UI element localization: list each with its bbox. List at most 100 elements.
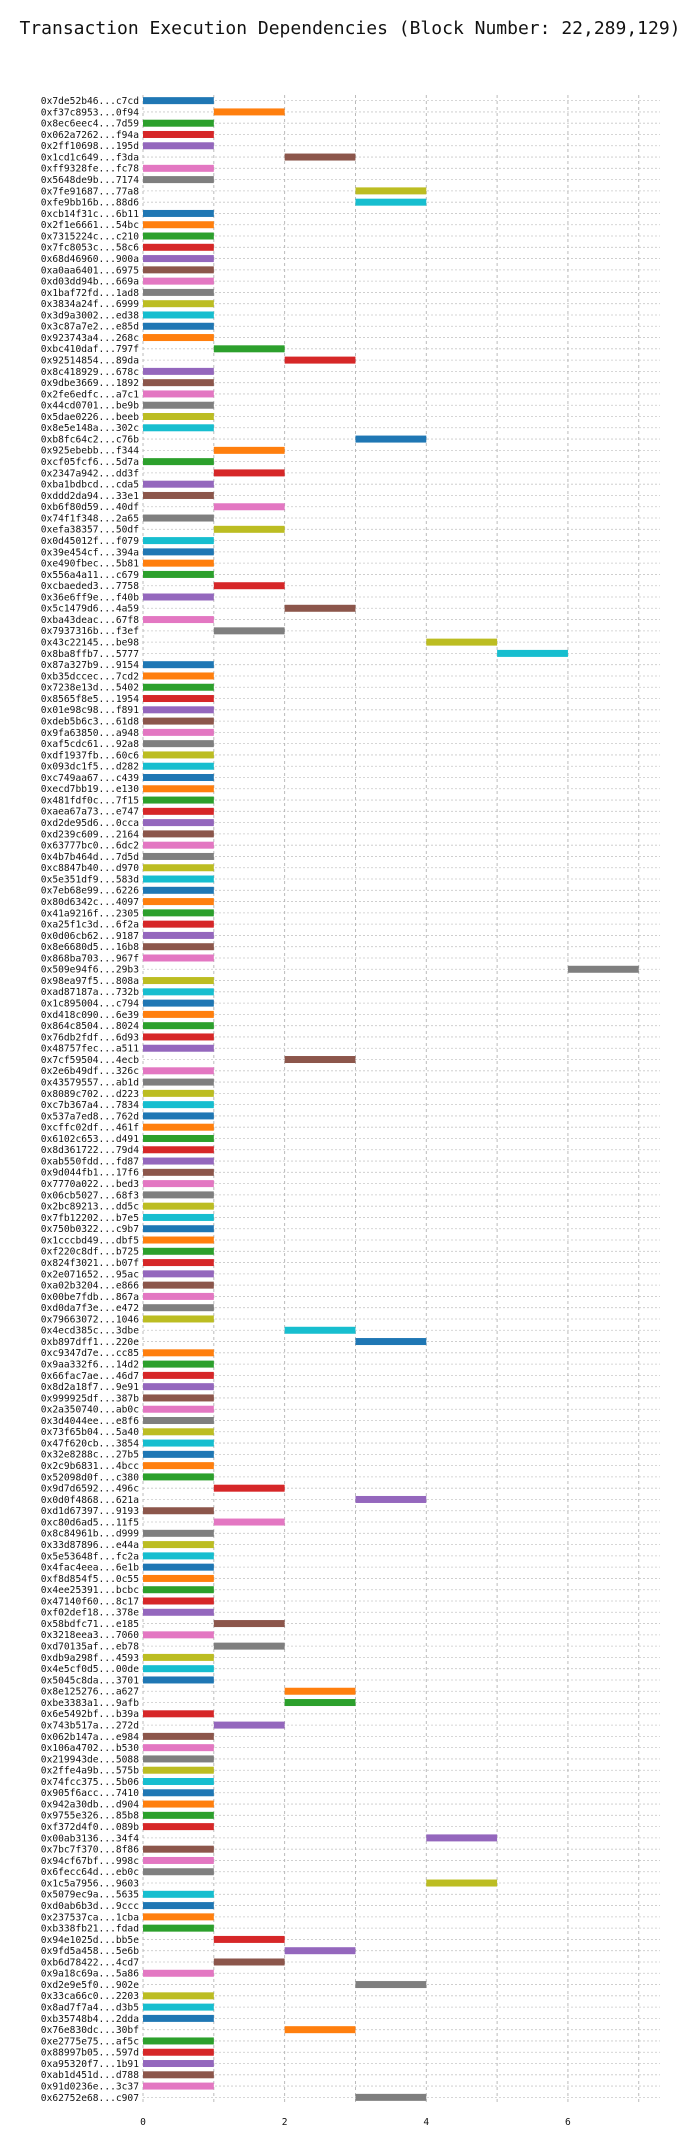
- transaction-bar: [143, 1665, 214, 1673]
- tx-hash-label: 0x2ffe4a9b...575b: [41, 1766, 139, 1777]
- tx-hash-label: 0x6102c653...d491: [41, 1134, 139, 1145]
- tx-hash-label: 0x4fac4eea...6e1b: [41, 1563, 139, 1574]
- transaction-bar: [143, 1789, 214, 1797]
- tx-hash-label: 0x58bdfc71...e185: [41, 1619, 139, 1630]
- tx-hash-label: 0x63777bc0...6dc2: [41, 841, 139, 852]
- transaction-bar: [143, 1541, 214, 1549]
- tx-hash-label: 0x7de52b46...c7cd: [41, 96, 139, 107]
- transaction-bar: [143, 864, 214, 872]
- x-tick-label: 0: [140, 2117, 146, 2128]
- transaction-bar: [143, 1191, 214, 1199]
- transaction-bar: [143, 1969, 214, 1977]
- transaction-bar: [143, 1676, 214, 1684]
- transaction-bar: [143, 661, 214, 669]
- transaction-bar: [143, 762, 214, 770]
- transaction-bar: [143, 288, 214, 296]
- tx-hash-label: 0xaea67a73...e747: [41, 807, 139, 818]
- tx-hash-label: 0x864c8504...8024: [41, 1021, 139, 1032]
- tx-hash-label: 0x5dae0226...beeb: [41, 412, 139, 423]
- tx-hash-label: 0xe2775e75...af5c: [41, 2036, 139, 2047]
- tx-hash-label: 0xe490fbec...5b81: [41, 559, 139, 570]
- tx-hash-label: 0x905f6acc...7410: [41, 1788, 139, 1799]
- tx-hash-label: 0x2bc89213...dd5c: [41, 1202, 139, 1213]
- tx-hash-label: 0x7fc8053c...58c6: [41, 243, 139, 254]
- transaction-bar: [143, 221, 214, 229]
- tx-hash-label: 0x5e53648f...fc2a: [41, 1551, 139, 1562]
- tx-hash-label: 0x9d7d6592...496c: [41, 1484, 139, 1495]
- transaction-bar: [143, 875, 214, 883]
- tx-hash-label: 0x062a7262...f94a: [41, 130, 139, 141]
- transaction-bar: [143, 277, 214, 285]
- transaction-bar: [143, 1180, 214, 1188]
- tx-hash-label: 0xbc410daf...797f: [41, 344, 139, 355]
- tx-hash-label: 0x2fe6edfc...a7c1: [41, 389, 139, 400]
- tx-hash-label: 0x7937316b...f3ef: [41, 626, 139, 637]
- transaction-bar: [143, 1033, 214, 1041]
- transaction-bar: [143, 1022, 214, 1030]
- tx-hash-label: 0xd2e9e5f0...902e: [41, 1980, 139, 1991]
- transaction-bar: [143, 1755, 214, 1763]
- transaction-bar: [143, 1383, 214, 1391]
- tx-hash-label: 0x52098d0f...c380: [41, 1472, 139, 1483]
- transaction-bar: [143, 1157, 214, 1165]
- tx-hash-label: 0x7238e13d...5402: [41, 683, 139, 694]
- labels-layer: 0x7de52b46...c7cd0xf37c8953...0f940x8ec6…: [41, 96, 139, 2104]
- tx-hash-label: 0x33d87896...e44a: [41, 1540, 139, 1551]
- tx-hash-label: 0x91d0236e...3c37: [41, 2081, 139, 2092]
- tx-hash-label: 0x824f3021...b07f: [41, 1258, 139, 1269]
- tx-hash-label: 0xa02b3204...e866: [41, 1281, 139, 1292]
- tx-hash-label: 0xfe9bb16b...88d6: [41, 198, 139, 209]
- transaction-bar: [213, 469, 285, 477]
- transaction-bar: [143, 1123, 214, 1131]
- tx-hash-label: 0x4b7b464d...7d5d: [41, 852, 139, 863]
- transaction-bar: [143, 740, 214, 748]
- transaction-bar: [213, 1518, 285, 1526]
- tx-hash-label: 0xcffc02df...461f: [41, 1123, 139, 1134]
- tx-hash-label: 0xddd2da94...33e1: [41, 491, 139, 502]
- tx-hash-label: 0x79663072...1046: [41, 1314, 139, 1325]
- transaction-bar: [355, 198, 427, 206]
- tx-hash-label: 0x923743a4...268c: [41, 333, 139, 344]
- tx-hash-label: 0x537a7ed8...762d: [41, 1111, 139, 1122]
- tx-hash-label: 0xb35748b4...2dda: [41, 2014, 139, 2025]
- transaction-bar: [355, 435, 427, 443]
- transaction-bar: [143, 1732, 214, 1740]
- transaction-bar: [426, 638, 498, 646]
- transaction-bar: [213, 1721, 285, 1729]
- transaction-bar: [143, 943, 214, 951]
- tx-hash-label: 0x2347a942...dd3f: [41, 468, 139, 479]
- transaction-bar: [143, 931, 214, 939]
- tx-hash-label: 0x9fd5a458...5e6b: [41, 1946, 139, 1957]
- tx-hash-label: 0x9aa332f6...14d2: [41, 1360, 139, 1371]
- transaction-bar: [143, 1856, 214, 1864]
- transaction-bar: [143, 1473, 214, 1481]
- tx-hash-label: 0xc7b367a4...7834: [41, 1100, 139, 1111]
- transaction-bar: [143, 1811, 214, 1819]
- tx-hash-label: 0x7fe91687...77a8: [41, 186, 139, 197]
- transaction-bar: [143, 130, 214, 138]
- tx-hash-label: 0xf220c8df...b725: [41, 1247, 139, 1258]
- tx-hash-label: 0x92514854...89da: [41, 356, 139, 367]
- tx-hash-label: 0xf02def18...378e: [41, 1608, 139, 1619]
- transaction-bar: [355, 1495, 427, 1503]
- transaction-bar: [143, 97, 214, 105]
- tx-hash-label: 0x2e071652...95ac: [41, 1269, 139, 1280]
- tx-hash-label: 0xdf1937fb...60c6: [41, 750, 139, 761]
- tx-hash-label: 0x093dc1f5...d282: [41, 762, 139, 773]
- transaction-bar: [143, 1247, 214, 1255]
- tx-hash-label: 0x4e5cf0d5...00de: [41, 1664, 139, 1675]
- transaction-bar: [143, 695, 214, 703]
- transaction-bar: [143, 537, 214, 545]
- transaction-bar: [143, 1563, 214, 1571]
- transaction-bar: [143, 1428, 214, 1436]
- transaction-bar: [143, 593, 214, 601]
- tx-hash-label: 0x1c5a7956...9603: [41, 1878, 139, 1889]
- tx-hash-label: 0x6fecc64d...eb0c: [41, 1867, 139, 1878]
- transaction-bar: [143, 1259, 214, 1267]
- transaction-bar: [213, 1620, 285, 1628]
- transaction-bar: [143, 1777, 214, 1785]
- tx-hash-label: 0x74fcc375...5b06: [41, 1777, 139, 1788]
- tx-hash-label: 0xecd7bb19...e130: [41, 784, 139, 795]
- transaction-bar: [213, 582, 285, 590]
- tx-hash-label: 0x509e94f6...29b3: [41, 965, 139, 976]
